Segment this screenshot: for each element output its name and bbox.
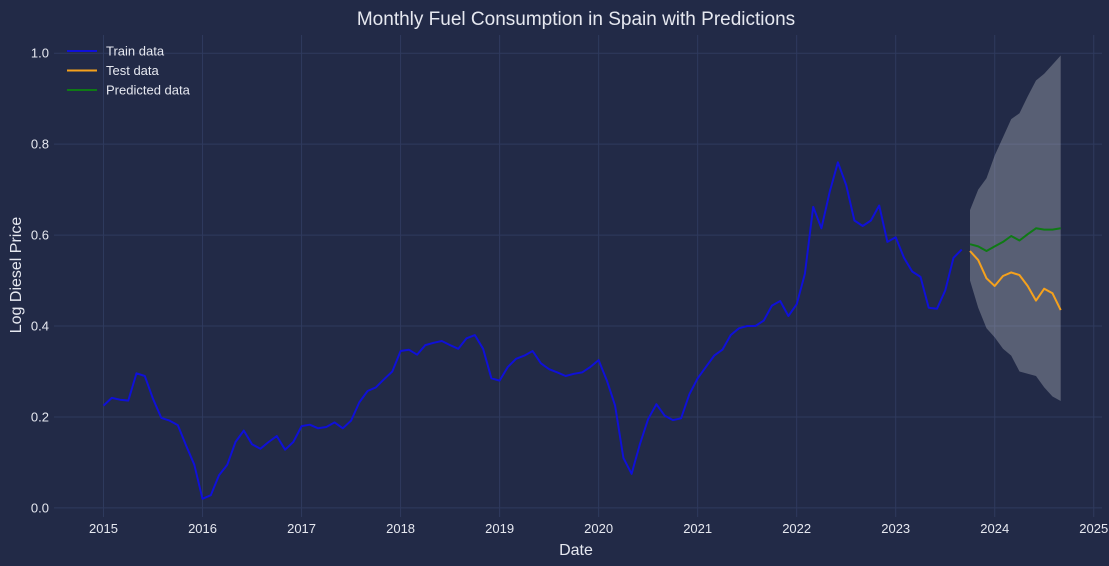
- y-tick-label: 0.6: [31, 228, 49, 243]
- x-tick-label: 2016: [188, 521, 217, 536]
- x-axis-label: Date: [559, 542, 593, 559]
- legend-label-test-data: Test data: [106, 63, 160, 78]
- y-tick-label: 0.0: [31, 500, 49, 515]
- train-data-line: [102, 161, 963, 500]
- confidence-interval: [970, 55, 1061, 401]
- y-tick-label: 1.0: [31, 46, 49, 61]
- legend-label-predicted-data: Predicted data: [106, 83, 191, 98]
- predicted-data-line: [969, 227, 1061, 252]
- x-tick-labels: 2015 2016 2017 2018 2019 2020 2021 2022 2023 2024…: [89, 521, 1108, 536]
- series-lines: [102, 161, 1062, 500]
- legend: Train data Test data Predicted data: [67, 44, 191, 98]
- x-tick-label: 2017: [287, 521, 316, 536]
- x-tick-label: 2023: [881, 521, 910, 536]
- x-tick-label: 2015: [89, 521, 118, 536]
- grid: [54, 35, 1102, 517]
- test-data-line: [969, 250, 1062, 311]
- y-tick-label: 0.8: [31, 137, 49, 152]
- y-tick-label: 0.4: [31, 319, 49, 334]
- legend-label-train-data: Train data: [106, 44, 165, 59]
- x-tick-label: 2019: [485, 521, 514, 536]
- chart-title: Monthly Fuel Consumption in Spain with P…: [357, 9, 795, 30]
- x-tick-label: 2021: [683, 521, 712, 536]
- prediction-interval-band: [970, 55, 1061, 401]
- x-tick-label: 2020: [584, 521, 613, 536]
- x-tick-label: 2018: [386, 521, 415, 536]
- y-axis-label: Log Diesel Price: [8, 217, 25, 334]
- x-tick-label: 2025: [1079, 521, 1108, 536]
- x-tick-label: 2022: [782, 521, 811, 536]
- y-tick-label: 0.2: [31, 409, 49, 424]
- x-tick-label: 2024: [980, 521, 1009, 536]
- y-tick-labels: 0.0 0.2 0.4 0.6 0.8 1.0: [31, 46, 49, 516]
